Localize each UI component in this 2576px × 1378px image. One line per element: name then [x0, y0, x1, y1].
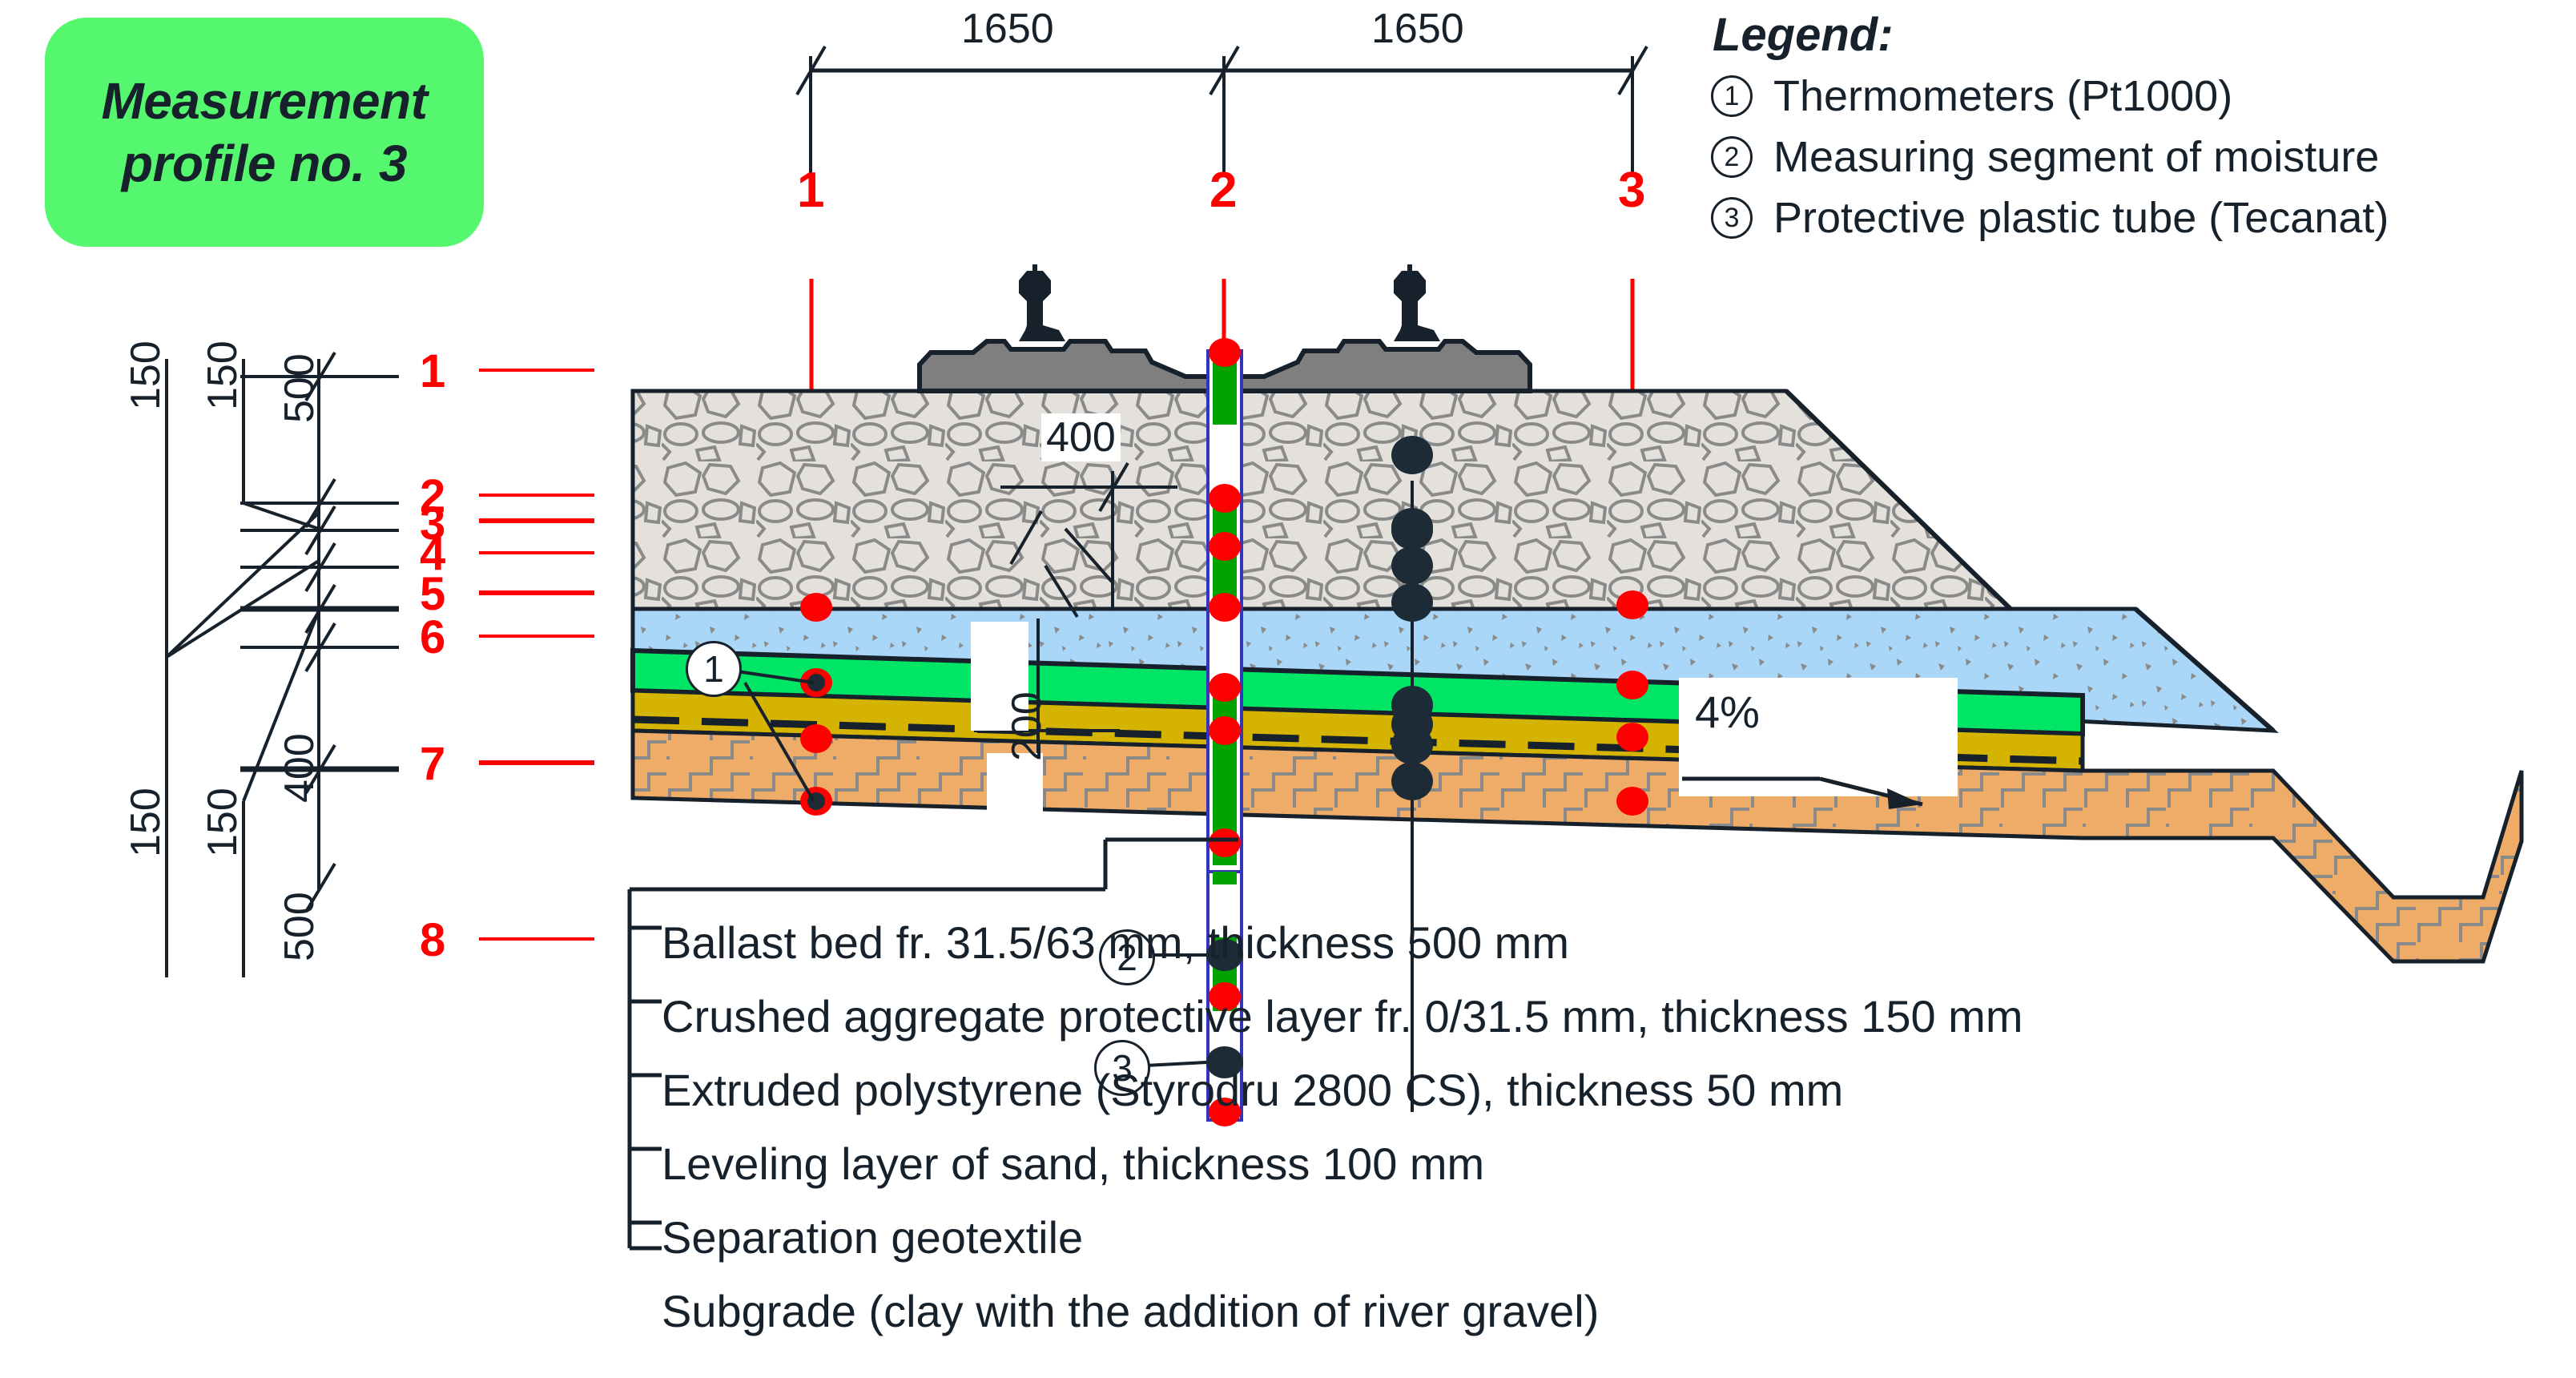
- legend-marker-2-icon: 2: [1711, 136, 1753, 178]
- description-row: Ballast bed fr. 31.5/63 mm, thickness 50…: [662, 905, 2424, 979]
- title-line-2: profile no. 3: [121, 135, 408, 192]
- probe-column-station-2: [1206, 338, 1243, 1126]
- top-dimension-line: [795, 45, 1648, 176]
- description-bracket: [627, 837, 1238, 1251]
- legend: Legend: 1 Thermometers (Pt1000) 2 Measur…: [1711, 8, 2568, 254]
- thermometer-dots-station-2: [1209, 338, 1241, 857]
- layer-marker-6: 6: [420, 611, 446, 663]
- legend-item-tube: 3 Protective plastic tube (Tecanat): [1711, 193, 2568, 243]
- dimension-400: [1000, 461, 1177, 618]
- legend-marker-1-icon: 1: [1711, 75, 1753, 117]
- layer-marker-7: 7: [420, 738, 446, 790]
- callout-1: 1: [686, 641, 742, 697]
- legend-marker-3-icon: 3: [1711, 197, 1753, 239]
- callout-3: 3: [1094, 1040, 1150, 1096]
- moisture-probe-column: [1391, 436, 1433, 1112]
- description-geotextile: Separation geotextile: [662, 1211, 1084, 1263]
- description-crushed-aggregate: Crushed aggregate protective layer fr. 0…: [662, 990, 2023, 1042]
- rail-left-icon: [1019, 264, 1065, 341]
- legend-label-2: Measuring segment of moisture: [1773, 133, 2380, 181]
- description-row: Leveling layer of sand, thickness 100 mm: [662, 1126, 2424, 1200]
- layer-marker-8: 8: [420, 914, 446, 966]
- ladder-upper-150-b: 150: [199, 340, 246, 410]
- dimension-200-label: 200: [1004, 691, 1050, 761]
- legend-label-1: Thermometers (Pt1000): [1773, 72, 2233, 120]
- ladder-lower-150-a: 150: [123, 788, 169, 857]
- legend-label-3: Protective plastic tube (Tecanat): [1773, 194, 2389, 242]
- left-dimension-ladder: [165, 351, 399, 977]
- callout-2: 2: [1099, 929, 1155, 985]
- dimension-400-label: 400: [1041, 413, 1121, 461]
- description-sand: Leveling layer of sand, thickness 100 mm: [662, 1138, 1485, 1189]
- description-row: Separation geotextile: [662, 1200, 2424, 1274]
- ladder-lower-150-b: 150: [199, 788, 246, 857]
- description-ballast: Ballast bed fr. 31.5/63 mm, thickness 50…: [662, 917, 1569, 968]
- cross-slope-label: 4%: [1690, 686, 1765, 738]
- layer-description-list: Ballast bed fr. 31.5/63 mm, thickness 50…: [662, 905, 2424, 1348]
- description-row: Extruded polystyrene (Styrodru 2800 CS),…: [662, 1053, 2424, 1126]
- description-row: Crushed aggregate protective layer fr. 0…: [662, 979, 2424, 1053]
- ladder-lower-400: 400: [276, 733, 323, 803]
- rail-right-icon: [1394, 264, 1440, 341]
- legend-item-moisture: 2 Measuring segment of moisture: [1711, 132, 2568, 182]
- callout-leaders: [736, 670, 1207, 1067]
- station-mark-3: 3: [1618, 163, 1646, 218]
- layer-marker-2: 2: [420, 470, 446, 522]
- title-line-1: Measurement: [101, 71, 428, 130]
- layer-subgrade: [630, 728, 2524, 964]
- moisture-segment-dots-station-2: [1206, 939, 1243, 1078]
- layer-marker-5: 5: [420, 568, 446, 620]
- layer-marker-4: 4: [420, 528, 446, 580]
- layer-ballast-bed: [630, 389, 2016, 611]
- dimension-200-mask-2: [971, 622, 1028, 731]
- legend-item-thermometers: 1 Thermometers (Pt1000): [1711, 71, 2568, 121]
- title-badge: Measurement profile no. 3: [45, 18, 484, 247]
- ladder-upper-150-a: 150: [123, 340, 169, 410]
- ladder-lower-500: 500: [276, 892, 323, 961]
- dimension-span-2-label: 1650: [1371, 6, 1464, 52]
- layer-marker-3: 3: [420, 498, 446, 550]
- station-mark-1: 1: [797, 163, 825, 218]
- dimension-200-mask: [987, 753, 1043, 902]
- description-row: Subgrade (clay with the addition of rive…: [662, 1274, 2424, 1348]
- ladder-upper-500: 500: [276, 353, 323, 423]
- dimension-span-1-label: 1650: [961, 6, 1054, 52]
- layer-marker-lines: [479, 369, 594, 941]
- description-polystyrene: Extruded polystyrene (Styrodru 2800 CS),…: [662, 1064, 1844, 1115]
- legend-heading: Legend:: [1713, 9, 1894, 61]
- station-mark-2: 2: [1210, 163, 1238, 218]
- probe-column-station-3: [1616, 590, 1648, 816]
- sleeper-and-rails: [917, 264, 1532, 393]
- description-subgrade: Subgrade (clay with the addition of rive…: [662, 1285, 1600, 1336]
- layer-marker-1: 1: [420, 345, 446, 397]
- embankment-slope-outline: [1784, 389, 2275, 733]
